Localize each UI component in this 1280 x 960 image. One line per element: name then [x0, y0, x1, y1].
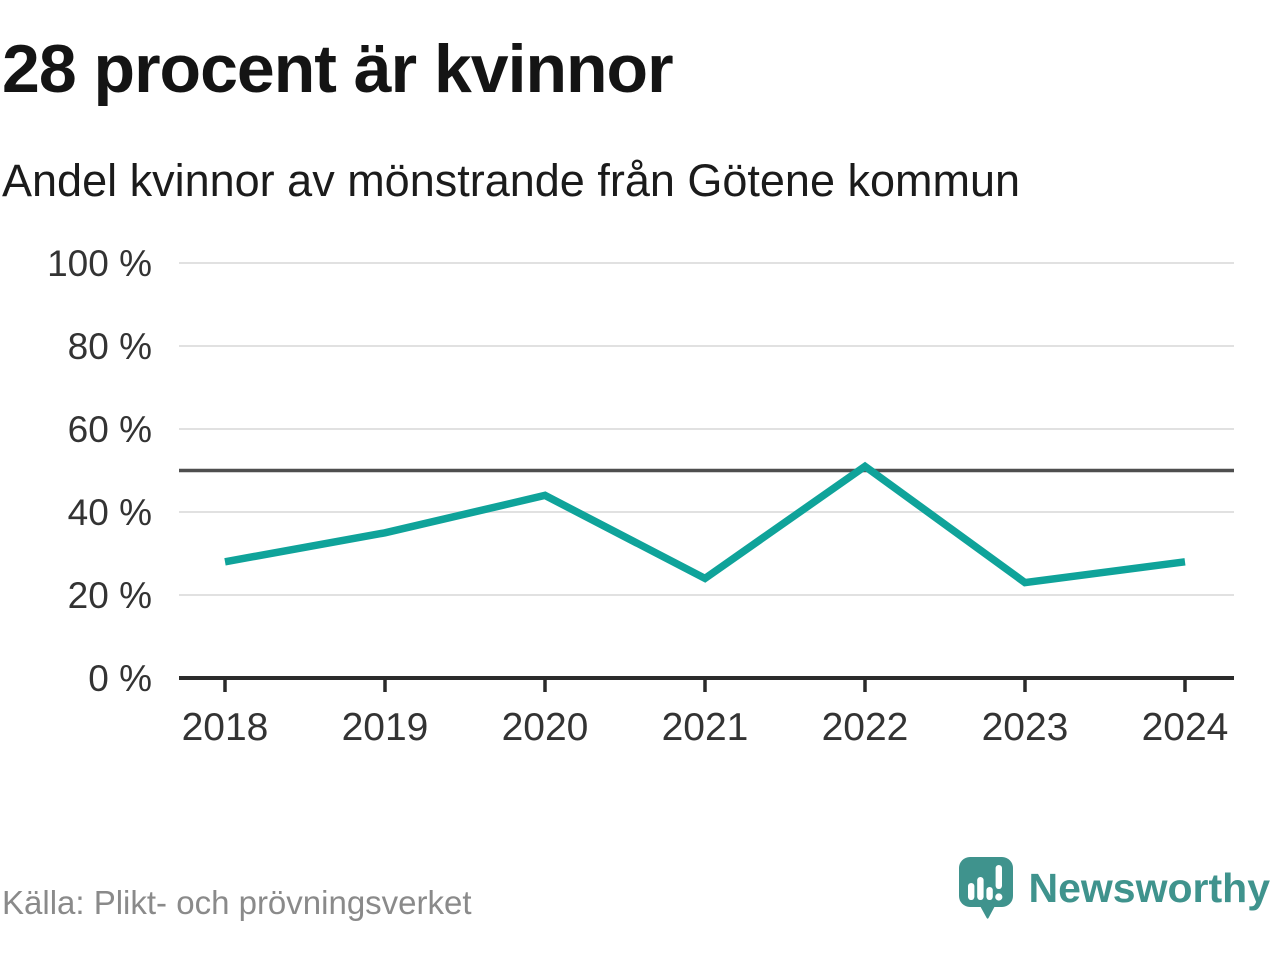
chart-title: 28 procent är kvinnor — [2, 31, 674, 107]
logo-bar-icon — [967, 883, 974, 900]
logo-exclamation-icon — [995, 865, 1002, 889]
data-line-andel-kvinnor-av-mönstrande — [224, 461, 1186, 587]
logo-bar-icon — [976, 877, 984, 900]
source-note: Källa: Plikt- och prövningsverket — [2, 884, 472, 921]
x-axis-tick-label: 2023 — [982, 706, 1069, 749]
x-axis-tick-label: 2019 — [342, 706, 429, 749]
newsworthy-logo: Newsworthy — [958, 856, 1271, 920]
logo-exclamation-dot-icon — [994, 893, 1002, 901]
x-axis-tick-label: 2021 — [662, 706, 749, 749]
x-axis-tick-label: 2020 — [502, 706, 589, 749]
newsworthy-logo-icon — [958, 857, 1013, 919]
y-axis-tick-label: 60 % — [68, 409, 152, 450]
line-chart: 0 % 20 % 40 % 60 % 80 % 100 % 2018 2019 2020 2021… — [47, 243, 1234, 749]
chart-subtitle: Andel kvinnor av mönstrande från Götene … — [2, 155, 1021, 206]
y-axis-tick-label: 0 % — [88, 658, 152, 699]
x-axis-tick-label: 2024 — [1142, 706, 1229, 749]
newsworthy-logo-text: Newsworthy — [1028, 864, 1271, 911]
y-axis-tick-label: 20 % — [68, 575, 152, 616]
y-axis-tick-label: 40 % — [68, 492, 152, 533]
y-axis-tick-label: 100 % — [47, 243, 152, 284]
logo-bar-icon — [985, 887, 993, 900]
y-axis-tick-label: 80 % — [68, 326, 152, 367]
x-axis-tick-label: 2018 — [182, 706, 269, 749]
x-axis-tick-label: 2022 — [822, 706, 909, 749]
